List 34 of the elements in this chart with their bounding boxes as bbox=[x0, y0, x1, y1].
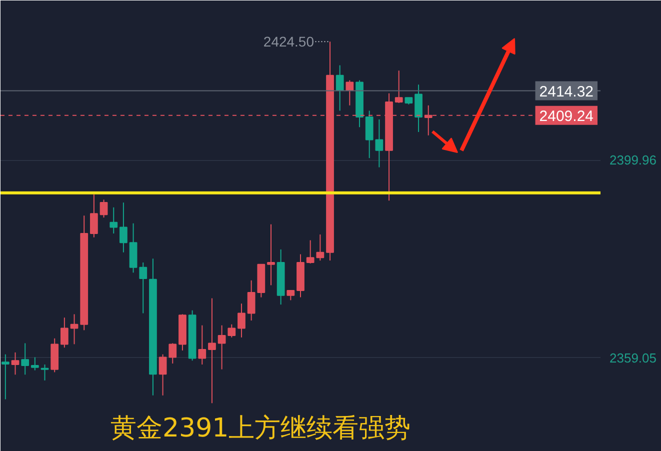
ref-line-label: 2414.32 bbox=[539, 83, 594, 100]
candlestick bbox=[267, 224, 275, 286]
candlestick bbox=[336, 64, 344, 112]
candlestick bbox=[168, 342, 177, 364]
candlestick bbox=[286, 290, 295, 301]
candlestick bbox=[11, 352, 20, 376]
candlestick bbox=[100, 199, 108, 218]
candlestick bbox=[158, 354, 167, 396]
candlestick bbox=[21, 342, 30, 376]
candlestick bbox=[60, 317, 68, 348]
annotation: 黄金2391上方继续看强势 bbox=[110, 414, 411, 444]
candlestick bbox=[198, 324, 206, 365]
candlestick bbox=[90, 194, 98, 238]
ref-line-label: 2409.24 bbox=[539, 108, 594, 125]
candlestick bbox=[120, 202, 128, 253]
candlestick bbox=[110, 206, 118, 234]
candlestick bbox=[218, 324, 226, 370]
candlestick bbox=[238, 303, 246, 338]
candlestick bbox=[414, 84, 422, 132]
candlestick bbox=[30, 356, 39, 371]
annotation: 2424.50 bbox=[263, 34, 314, 50]
candlestick bbox=[40, 364, 49, 381]
candlestick bbox=[346, 80, 354, 106]
candlestick bbox=[139, 262, 148, 314]
candlestick bbox=[228, 324, 236, 338]
y-tick-label: 2359.05 bbox=[610, 350, 656, 366]
candlestick bbox=[394, 70, 403, 104]
candlestick bbox=[247, 280, 256, 321]
y-tick-label: 2399.96 bbox=[610, 152, 656, 168]
candlestick bbox=[208, 298, 216, 404]
candlestick bbox=[316, 234, 324, 262]
candlestick bbox=[306, 240, 314, 264]
candlestick bbox=[1, 354, 10, 400]
candlestick bbox=[70, 314, 78, 345]
